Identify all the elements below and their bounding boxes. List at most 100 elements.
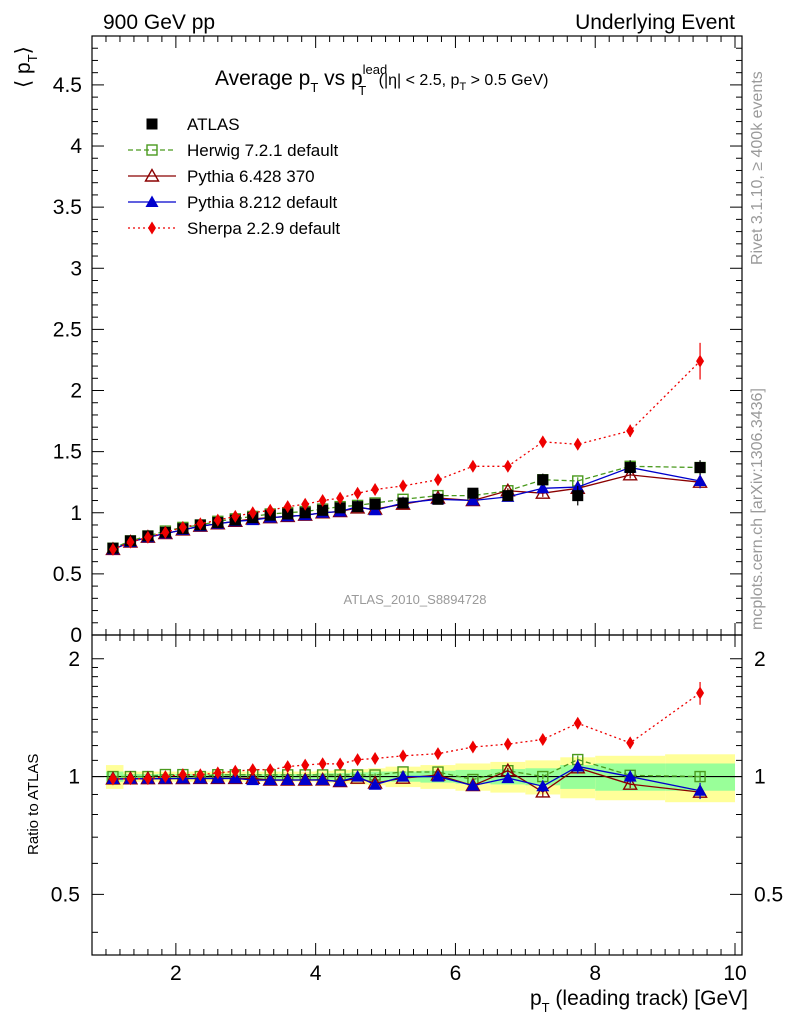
data-point [369, 498, 381, 510]
series-atlas [107, 460, 706, 554]
y-tick-label: 0.5 [53, 563, 82, 586]
ratio-point [266, 763, 275, 777]
y-tick-label: 3.5 [53, 196, 82, 219]
data-point [432, 493, 444, 505]
data-point [399, 479, 408, 493]
legend-item-atlas: ATLAS [146, 115, 240, 134]
ratio-point [501, 771, 515, 784]
ratio-point [108, 772, 117, 786]
legend-item-herwig-7-2-1-default: Herwig 7.2.1 default [128, 141, 338, 160]
ratio-y-tick-label-right: 2 [754, 648, 766, 671]
ratio-point [503, 737, 512, 751]
x-axis-label: pT (leading track) [GeV] [530, 987, 748, 1015]
ratio-point [623, 770, 637, 782]
ratio-y-axis-label: Ratio to ATLAS [25, 754, 42, 855]
legend-item-sherpa-2-2-9-default: Sherpa 2.2.9 default [128, 219, 340, 238]
data-point [397, 497, 409, 509]
legend-label: Pythia 6.428 370 [187, 167, 315, 186]
ratio-point [371, 751, 380, 765]
ratio-point [246, 773, 260, 786]
x-tick-label: 4 [310, 962, 322, 985]
ratio-series-group [105, 681, 708, 800]
ratio-point [336, 757, 345, 771]
ratio-point [351, 770, 365, 782]
ratio-point [368, 778, 382, 790]
ratio-point [231, 764, 240, 778]
y-tick-label: 1 [70, 502, 82, 525]
header-left: 900 GeV pp [103, 11, 215, 34]
ratio-point [399, 749, 408, 763]
legend: ATLAS Herwig 7.2.1 default Pythia 6.428 37… [128, 115, 340, 238]
ratio-point [694, 770, 706, 783]
ratio-point [196, 768, 205, 782]
ratio-point [248, 763, 257, 777]
data-point [467, 487, 479, 499]
x-tick-label: 8 [589, 962, 601, 985]
ratio-point [468, 740, 477, 754]
data-point [318, 494, 327, 508]
y-axis-label: ⟨ pT⟩ [12, 46, 40, 88]
legend-marker [146, 144, 158, 156]
x-tick-label: 6 [450, 962, 462, 985]
data-point [108, 542, 117, 556]
rivet-label: Rivet 3.1.10, ≥ 400k events [749, 71, 766, 265]
data-point [693, 474, 707, 486]
y-tick-label: 3 [70, 257, 82, 280]
data-point [694, 462, 706, 474]
legend-label: Herwig 7.2.1 default [187, 141, 338, 160]
ratio-point [143, 772, 152, 786]
legend-label: ATLAS [187, 115, 240, 134]
data-point [178, 520, 187, 534]
data-point [248, 506, 257, 520]
data-point [538, 435, 547, 449]
data-point [126, 535, 135, 549]
data-point [266, 503, 275, 517]
mcplots-label: mcplots.cern.ch [arXiv:1306.3436] [749, 388, 766, 630]
data-point [696, 354, 705, 368]
y-tick-label: 0 [70, 624, 82, 647]
analysis-watermark: ATLAS_2010_S8894728 [344, 592, 487, 607]
data-point [353, 486, 362, 500]
data-point [213, 513, 222, 527]
y-tick-label: 4.5 [53, 74, 82, 97]
ratio-y-tick-label: 2 [68, 648, 80, 671]
ratio-point [536, 779, 550, 792]
y-tick-label: 1.5 [53, 441, 82, 464]
ratio-point [538, 732, 547, 746]
header-right: Underlying Event [575, 11, 735, 34]
ratio-y-tick-label: 0.5 [51, 883, 80, 906]
ratio-y-tick-label: 1 [68, 766, 80, 789]
legend-marker [145, 195, 159, 207]
legend-label: Pythia 8.212 default [187, 193, 338, 212]
series-sherpa-2-2-9-default [108, 342, 705, 556]
data-point [624, 462, 636, 474]
data-point [536, 481, 550, 494]
ratio-point [178, 768, 187, 782]
ratio-point [693, 784, 707, 796]
data-point [537, 474, 549, 486]
ratio-point [263, 773, 277, 786]
ratio-point [126, 772, 135, 786]
ratio-point [571, 759, 585, 772]
legend-marker [146, 118, 158, 130]
ratio-y-tick-label-right: 0.5 [754, 883, 783, 906]
axes-group: 2 4 6 8 10 0 0.5 1 1.5 2 2.5 3 3.5 4 4.5 0.5 0.5 1 1 2 2 [51, 36, 783, 985]
data-point [143, 530, 152, 544]
ratio-point [396, 770, 410, 782]
ratio-point [298, 773, 312, 785]
ratio-point [535, 784, 551, 798]
data-point [573, 437, 582, 451]
y-tick-label: 4 [70, 135, 82, 158]
data-point [196, 517, 205, 531]
legend-marker [148, 221, 156, 235]
ratio-point [301, 758, 310, 772]
legend-label: Sherpa 2.2.9 default [187, 219, 340, 238]
y-tick-label: 2.5 [53, 318, 82, 341]
data-point [161, 525, 170, 539]
ratio-point [161, 770, 170, 784]
chart-title: Average pT vs plead T (|η| < 2.5, pT > 0.… [215, 62, 548, 98]
ratio-point [283, 760, 292, 774]
data-point [433, 473, 442, 487]
main-series-group [105, 342, 708, 556]
ratio-point [433, 747, 442, 761]
